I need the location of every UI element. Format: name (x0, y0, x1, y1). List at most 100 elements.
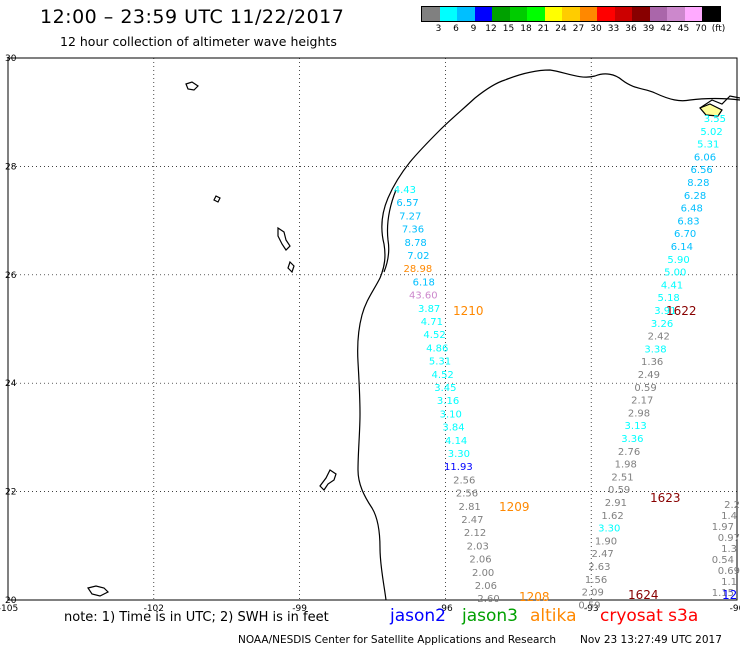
legend-swatch (422, 7, 440, 21)
mission-label: altika (530, 606, 577, 626)
wave-height-label: 1.62 (601, 511, 623, 522)
gulf-coast-line (357, 69, 740, 601)
wave-height-label: 3.38 (644, 344, 666, 355)
wave-height-label: 1.1 (721, 577, 737, 588)
generated-timestamp: Nov 23 13:27:49 UTC 2017 (580, 634, 722, 646)
legend-swatch (439, 7, 457, 21)
wave-height-label: 5.02 (700, 127, 722, 138)
wave-height-label: 0.59 (578, 600, 600, 611)
lon-tick-label: -105 (0, 604, 18, 614)
legend-swatch (684, 7, 702, 21)
wave-height-label: 1.90 (595, 536, 617, 547)
mission-label: jason3 (462, 606, 518, 626)
legend-swatch (649, 7, 667, 21)
small-land-3 (87, 585, 110, 597)
wave-height-label: 0.69 (718, 566, 740, 577)
wave-height-label: 7.27 (399, 211, 421, 222)
lon-tick-label: -93 (584, 604, 599, 614)
wave-height-label: 0.97 (718, 533, 740, 544)
wave-height-label: 2.06 (469, 555, 491, 566)
barrier-island-line (383, 189, 397, 273)
wave-height-label: 1.3 (721, 544, 737, 555)
legend-label: (ft) (711, 24, 726, 34)
legend-label: 9 (470, 24, 477, 34)
wave-height-label: 2.91 (605, 498, 627, 509)
tick-labels: -105 -102 -99 -96 -93 -90 30 28 26 24 22 20 (0, 54, 740, 614)
wave-height-label: 5.31 (697, 140, 719, 151)
wave-height-label: 2.81 (459, 502, 481, 513)
pass-time-label: 1622 (666, 304, 697, 318)
wave-height-label: 7.36 (402, 225, 424, 236)
wave-height-label: 4.43 (394, 185, 416, 196)
lon-tick-label: -99 (292, 604, 307, 614)
wave-height-label: 5.31 (429, 357, 451, 368)
legend-label: 42 (660, 24, 672, 34)
wave-height-label: 4.52 (432, 370, 454, 381)
altimeter-passes: 4.43 6.57 7.27 7.36 8.78 7.02 28.98 6.18 43.60 3.… (394, 114, 740, 611)
wave-height-label: 5.00 (664, 268, 686, 279)
lon-tick-label: -90 (730, 604, 740, 614)
coastline (87, 69, 740, 601)
wave-height-label: 6.83 (677, 216, 699, 227)
legend-swatch (614, 7, 632, 21)
small-land-5 (213, 195, 221, 203)
wave-height-label: 3.91 (654, 306, 676, 317)
wave-height-label: 7.02 (407, 251, 429, 262)
pass-time-label: 1624 (628, 588, 659, 602)
legend-swatch (562, 7, 580, 21)
wave-height-label: 1.97 (712, 522, 734, 533)
lat-tick-label: 26 (5, 271, 17, 281)
legend-swatch (457, 7, 475, 21)
wave-height-label: 2.42 (648, 332, 670, 343)
wave-height-label: 2.76 (618, 447, 640, 458)
legend-label: 70 (695, 24, 707, 34)
lat-tick-label: 30 (5, 54, 17, 64)
small-land-7 (698, 103, 723, 117)
lat-lon-grid (7, 57, 738, 601)
wave-height-label: 2.06 (475, 581, 497, 592)
pass-time-label: 1208 (519, 590, 550, 604)
wave-height-label: 11.93 (444, 462, 473, 473)
pass-time-label: 1623 (650, 491, 681, 505)
legend-swatch (509, 7, 527, 21)
wave-height-label: 6.06 (694, 152, 716, 163)
legend-labels: 3 6 9 12 15 18 21 24 27 30 33 36 39 42 45 70 (ft) (421, 22, 726, 36)
legend-label: 21 (537, 24, 550, 34)
legend-label: 27 (572, 24, 585, 34)
lat-tick-label: 24 (5, 379, 17, 389)
small-land-1 (185, 81, 199, 91)
legend-swatch (579, 7, 597, 21)
legend-swatch (527, 7, 545, 21)
wave-height-label: 6.56 (691, 165, 713, 176)
wave-height-label: 1.4 (721, 511, 737, 522)
wave-height-label: 3.45 (434, 383, 456, 394)
legend-swatch (632, 7, 650, 21)
lon-tick-label: -102 (144, 604, 164, 614)
lon-tick-label: -96 (438, 604, 453, 614)
wave-height-label: 6.14 (671, 242, 693, 253)
lat-tick-label: 22 (5, 488, 16, 498)
wave-height-label: 2.03 (467, 541, 489, 552)
legend-label: 3 (435, 24, 442, 34)
wave-height-label: 6.28 (684, 191, 706, 202)
wave-height-label: 3.55 (704, 114, 726, 125)
legend-label: 45 (677, 24, 690, 34)
wave-height-label: 2.17 (631, 396, 653, 407)
wave-height-label: 3.16 (437, 396, 459, 407)
legend-label: 6 (453, 24, 459, 34)
pass-time-label: 12 (722, 588, 737, 602)
legend-label: 18 (520, 24, 532, 34)
wave-height-label: 2.56 (456, 489, 478, 500)
color-legend: 3 6 9 12 15 18 21 24 27 30 33 36 39 42 45 70 (ft) (421, 6, 726, 36)
legend-label: 15 (502, 24, 515, 34)
wave-height-label: 2.12 (464, 528, 486, 539)
wave-height-label: 43.60 (409, 291, 438, 302)
legend-label: 39 (642, 24, 655, 34)
pass-time-label: 1209 (499, 500, 530, 514)
wave-height-label: 6.57 (396, 198, 418, 209)
lat-tick-label: 28 (5, 162, 17, 172)
wave-height-label: 1.15 (712, 588, 734, 599)
wave-height-label: 3.87 (418, 304, 440, 315)
wave-height-label: 3.30 (448, 449, 470, 460)
wave-height-label: 0.59 (608, 485, 630, 496)
